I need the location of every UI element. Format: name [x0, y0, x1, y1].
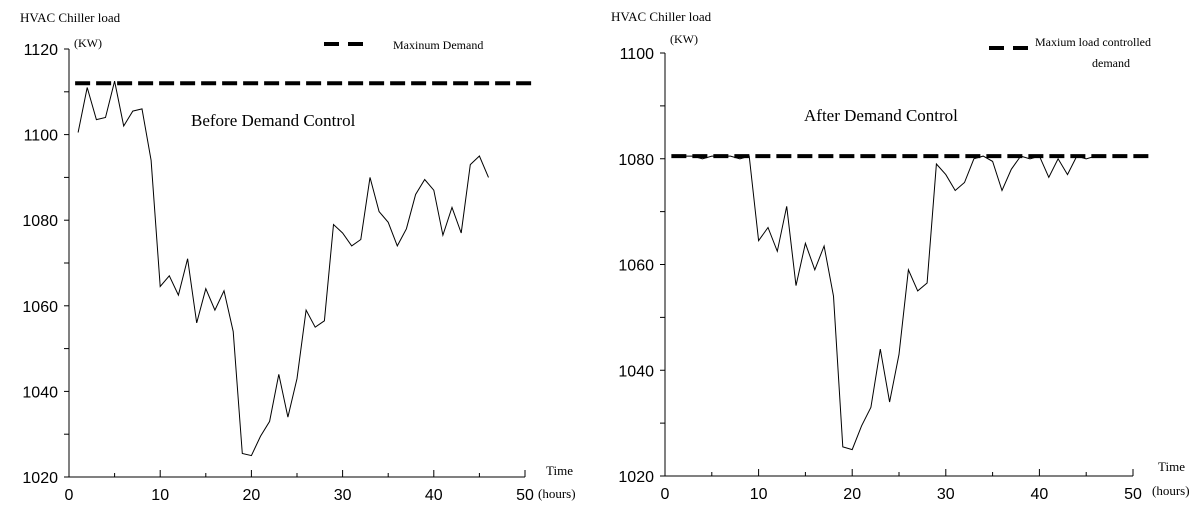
right-y-axis-label: HVAC Chiller load	[611, 9, 712, 24]
left-chart: HVAC Chiller load (KW) Before Demand Con…	[20, 10, 576, 504]
left-x-axis-label: Time	[546, 463, 573, 478]
right-y-tick-label: 1100	[620, 46, 655, 63]
left-x-tick-label: 0	[65, 487, 74, 504]
right-y-tick-label: 1020	[618, 469, 654, 486]
left-y-axis-unit: (KW)	[74, 36, 102, 50]
left-y-tick-label: 1020	[22, 470, 58, 487]
right-series-line	[674, 155, 1096, 451]
left-x-tick-label: 40	[425, 487, 443, 504]
left-y-tick-label: 1080	[22, 213, 58, 230]
left-y-tick-label: 1040	[22, 384, 58, 401]
left-legend-label: Maxinum Demand	[393, 38, 483, 52]
right-chart-title: After Demand Control	[804, 106, 958, 125]
right-chart: HVAC Chiller load (KW) After Demand Cont…	[611, 9, 1190, 503]
left-y-tick-label: 1120	[24, 42, 59, 59]
right-x-tick-label: 10	[750, 486, 768, 503]
right-legend-label-line2: demand	[1092, 56, 1130, 70]
left-x-axis-unit: (hours)	[538, 486, 576, 501]
right-y-tick-label: 1080	[618, 152, 654, 169]
right-x-axis-unit: (hours)	[1152, 483, 1190, 498]
left-chart-title: Before Demand Control	[191, 111, 356, 130]
right-y-tick-label: 1060	[618, 258, 654, 275]
right-x-tick-label: 50	[1124, 486, 1142, 503]
right-x-tick-label: 20	[843, 486, 861, 503]
right-x-tick-label: 0	[661, 486, 670, 503]
left-series-line	[77, 80, 489, 457]
left-y-tick-label: 1060	[22, 299, 58, 316]
left-y-tick-label: 1100	[24, 128, 59, 145]
right-y-tick-label: 1040	[618, 363, 654, 380]
left-x-tick-label: 10	[151, 487, 169, 504]
right-x-tick-label: 30	[937, 486, 955, 503]
left-x-tick-label: 20	[243, 487, 261, 504]
right-x-tick-label: 40	[1031, 486, 1049, 503]
right-y-axis-unit: (KW)	[670, 32, 698, 46]
right-legend-label-line1: Maxium load controlled	[1035, 35, 1151, 49]
left-x-tick-label: 30	[334, 487, 352, 504]
right-x-axis-label: Time	[1158, 459, 1185, 474]
left-x-tick-label: 50	[516, 487, 534, 504]
left-y-axis-label: HVAC Chiller load	[20, 10, 121, 25]
